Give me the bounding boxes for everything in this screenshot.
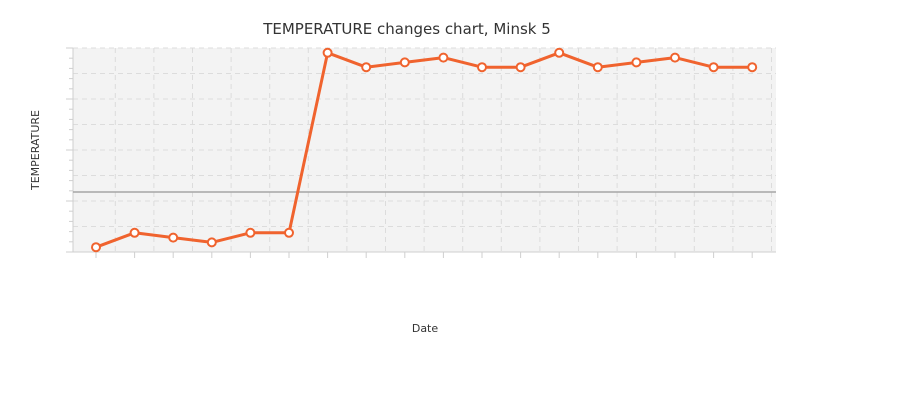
data-point [554, 47, 565, 58]
data-point [245, 227, 256, 238]
data-point [477, 62, 487, 73]
data-point [168, 232, 179, 243]
data-point [631, 57, 642, 68]
data-point [361, 62, 372, 73]
data-point [91, 242, 101, 253]
chart-title: TEMPERATURE changes chart, Minsk 5 [262, 20, 551, 38]
series-line [95, 51, 753, 249]
data-points [91, 47, 758, 253]
data-point [708, 62, 719, 73]
data-point [399, 57, 410, 68]
axes [66, 47, 776, 258]
data-point [670, 52, 680, 63]
data-point [515, 62, 526, 73]
data-point [129, 227, 140, 238]
data-point [438, 52, 449, 63]
data-point [592, 62, 603, 73]
x-axis-label: Date [412, 322, 439, 335]
data-point [322, 47, 333, 58]
y-axis-label: TEMPERATURE [29, 110, 42, 191]
data-point [747, 62, 758, 73]
data-point [284, 227, 294, 238]
data-point [206, 237, 217, 248]
